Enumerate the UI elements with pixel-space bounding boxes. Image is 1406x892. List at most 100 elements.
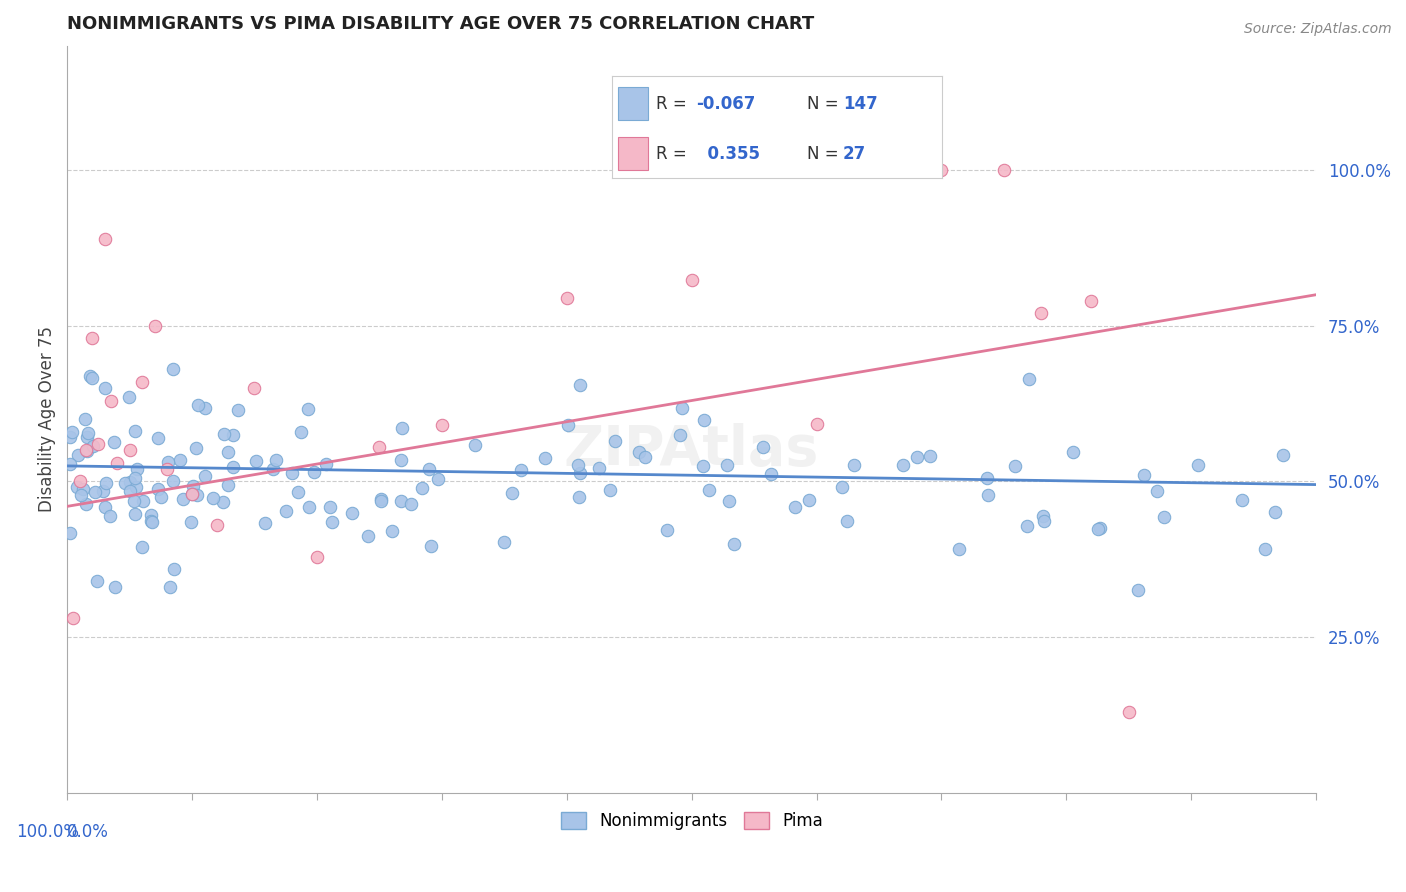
Point — [948, 542, 970, 557]
Point — [1230, 492, 1253, 507]
Point — [891, 458, 914, 472]
Point — [205, 517, 228, 532]
Point — [125, 480, 148, 494]
Point — [634, 450, 657, 464]
Point — [370, 491, 392, 506]
Point — [671, 401, 693, 415]
Point — [86, 574, 108, 588]
Point — [357, 529, 380, 543]
Point — [627, 444, 650, 458]
Text: 0.0%: 0.0% — [67, 823, 110, 841]
Point — [139, 508, 162, 522]
Point — [117, 390, 139, 404]
Point — [226, 403, 249, 417]
Point — [114, 476, 136, 491]
Point — [718, 493, 741, 508]
Point — [120, 483, 142, 498]
FancyBboxPatch shape — [619, 87, 648, 120]
Text: 27: 27 — [844, 145, 866, 162]
Point — [104, 580, 127, 594]
Point — [217, 478, 239, 492]
Point — [76, 430, 98, 444]
Text: R =: R = — [657, 145, 692, 162]
Point — [1146, 483, 1168, 498]
Point — [1264, 505, 1286, 519]
Point — [976, 471, 998, 485]
Point — [156, 455, 179, 469]
Point — [1088, 521, 1111, 535]
Point — [681, 273, 703, 287]
Point — [124, 471, 146, 485]
Point — [222, 459, 245, 474]
Point — [87, 437, 110, 451]
Point — [181, 487, 204, 501]
Point — [80, 331, 103, 345]
Point — [389, 453, 412, 467]
Point — [84, 484, 107, 499]
Y-axis label: Disability Age Over 75: Disability Age Over 75 — [38, 326, 56, 512]
Point — [342, 506, 364, 520]
Point — [243, 381, 266, 395]
Legend: Nonimmigrants, Pima: Nonimmigrants, Pima — [554, 805, 830, 837]
Point — [169, 452, 191, 467]
Point — [1080, 293, 1102, 308]
Point — [699, 483, 721, 498]
Point — [124, 494, 146, 508]
Text: -0.067: -0.067 — [696, 95, 755, 112]
Point — [389, 494, 412, 508]
FancyBboxPatch shape — [619, 137, 648, 170]
Point — [290, 425, 312, 440]
Point — [67, 448, 90, 462]
Point — [464, 438, 486, 452]
Point — [1272, 449, 1295, 463]
Point — [905, 450, 928, 464]
Point — [509, 463, 531, 477]
Point — [1032, 508, 1054, 523]
Point — [806, 417, 828, 432]
Text: 100.0%: 100.0% — [17, 823, 80, 841]
Point — [172, 491, 194, 506]
Point — [262, 462, 284, 476]
Point — [555, 291, 578, 305]
Point — [217, 445, 239, 459]
Point — [1187, 458, 1209, 473]
Point — [420, 539, 443, 553]
Point — [842, 458, 865, 472]
Point — [79, 368, 101, 383]
Point — [831, 480, 853, 494]
Text: N =: N = — [807, 145, 844, 162]
Point — [146, 431, 169, 445]
Point — [91, 483, 114, 498]
Point — [69, 488, 91, 502]
Point — [716, 458, 738, 472]
Point — [124, 425, 146, 439]
Point — [96, 475, 118, 490]
Point — [976, 488, 998, 502]
Text: R =: R = — [657, 95, 692, 112]
Text: N =: N = — [807, 95, 844, 112]
Point — [931, 163, 953, 178]
Point — [212, 495, 235, 509]
Point — [180, 515, 202, 529]
Point — [131, 540, 153, 554]
Point — [94, 382, 117, 396]
Point — [759, 467, 782, 481]
Point — [751, 440, 773, 454]
Point — [492, 534, 515, 549]
Point — [993, 163, 1015, 178]
Point — [797, 493, 820, 508]
Point — [783, 500, 806, 514]
Point — [156, 462, 179, 476]
Point — [82, 439, 104, 453]
Text: 147: 147 — [844, 95, 877, 112]
Point — [418, 462, 440, 476]
Point — [1254, 542, 1277, 557]
Point — [146, 482, 169, 496]
Point — [103, 434, 125, 449]
Point — [72, 483, 94, 497]
Point — [76, 444, 98, 458]
Point — [245, 454, 267, 468]
Point — [723, 536, 745, 550]
Point — [568, 490, 591, 504]
Point — [66, 479, 89, 493]
